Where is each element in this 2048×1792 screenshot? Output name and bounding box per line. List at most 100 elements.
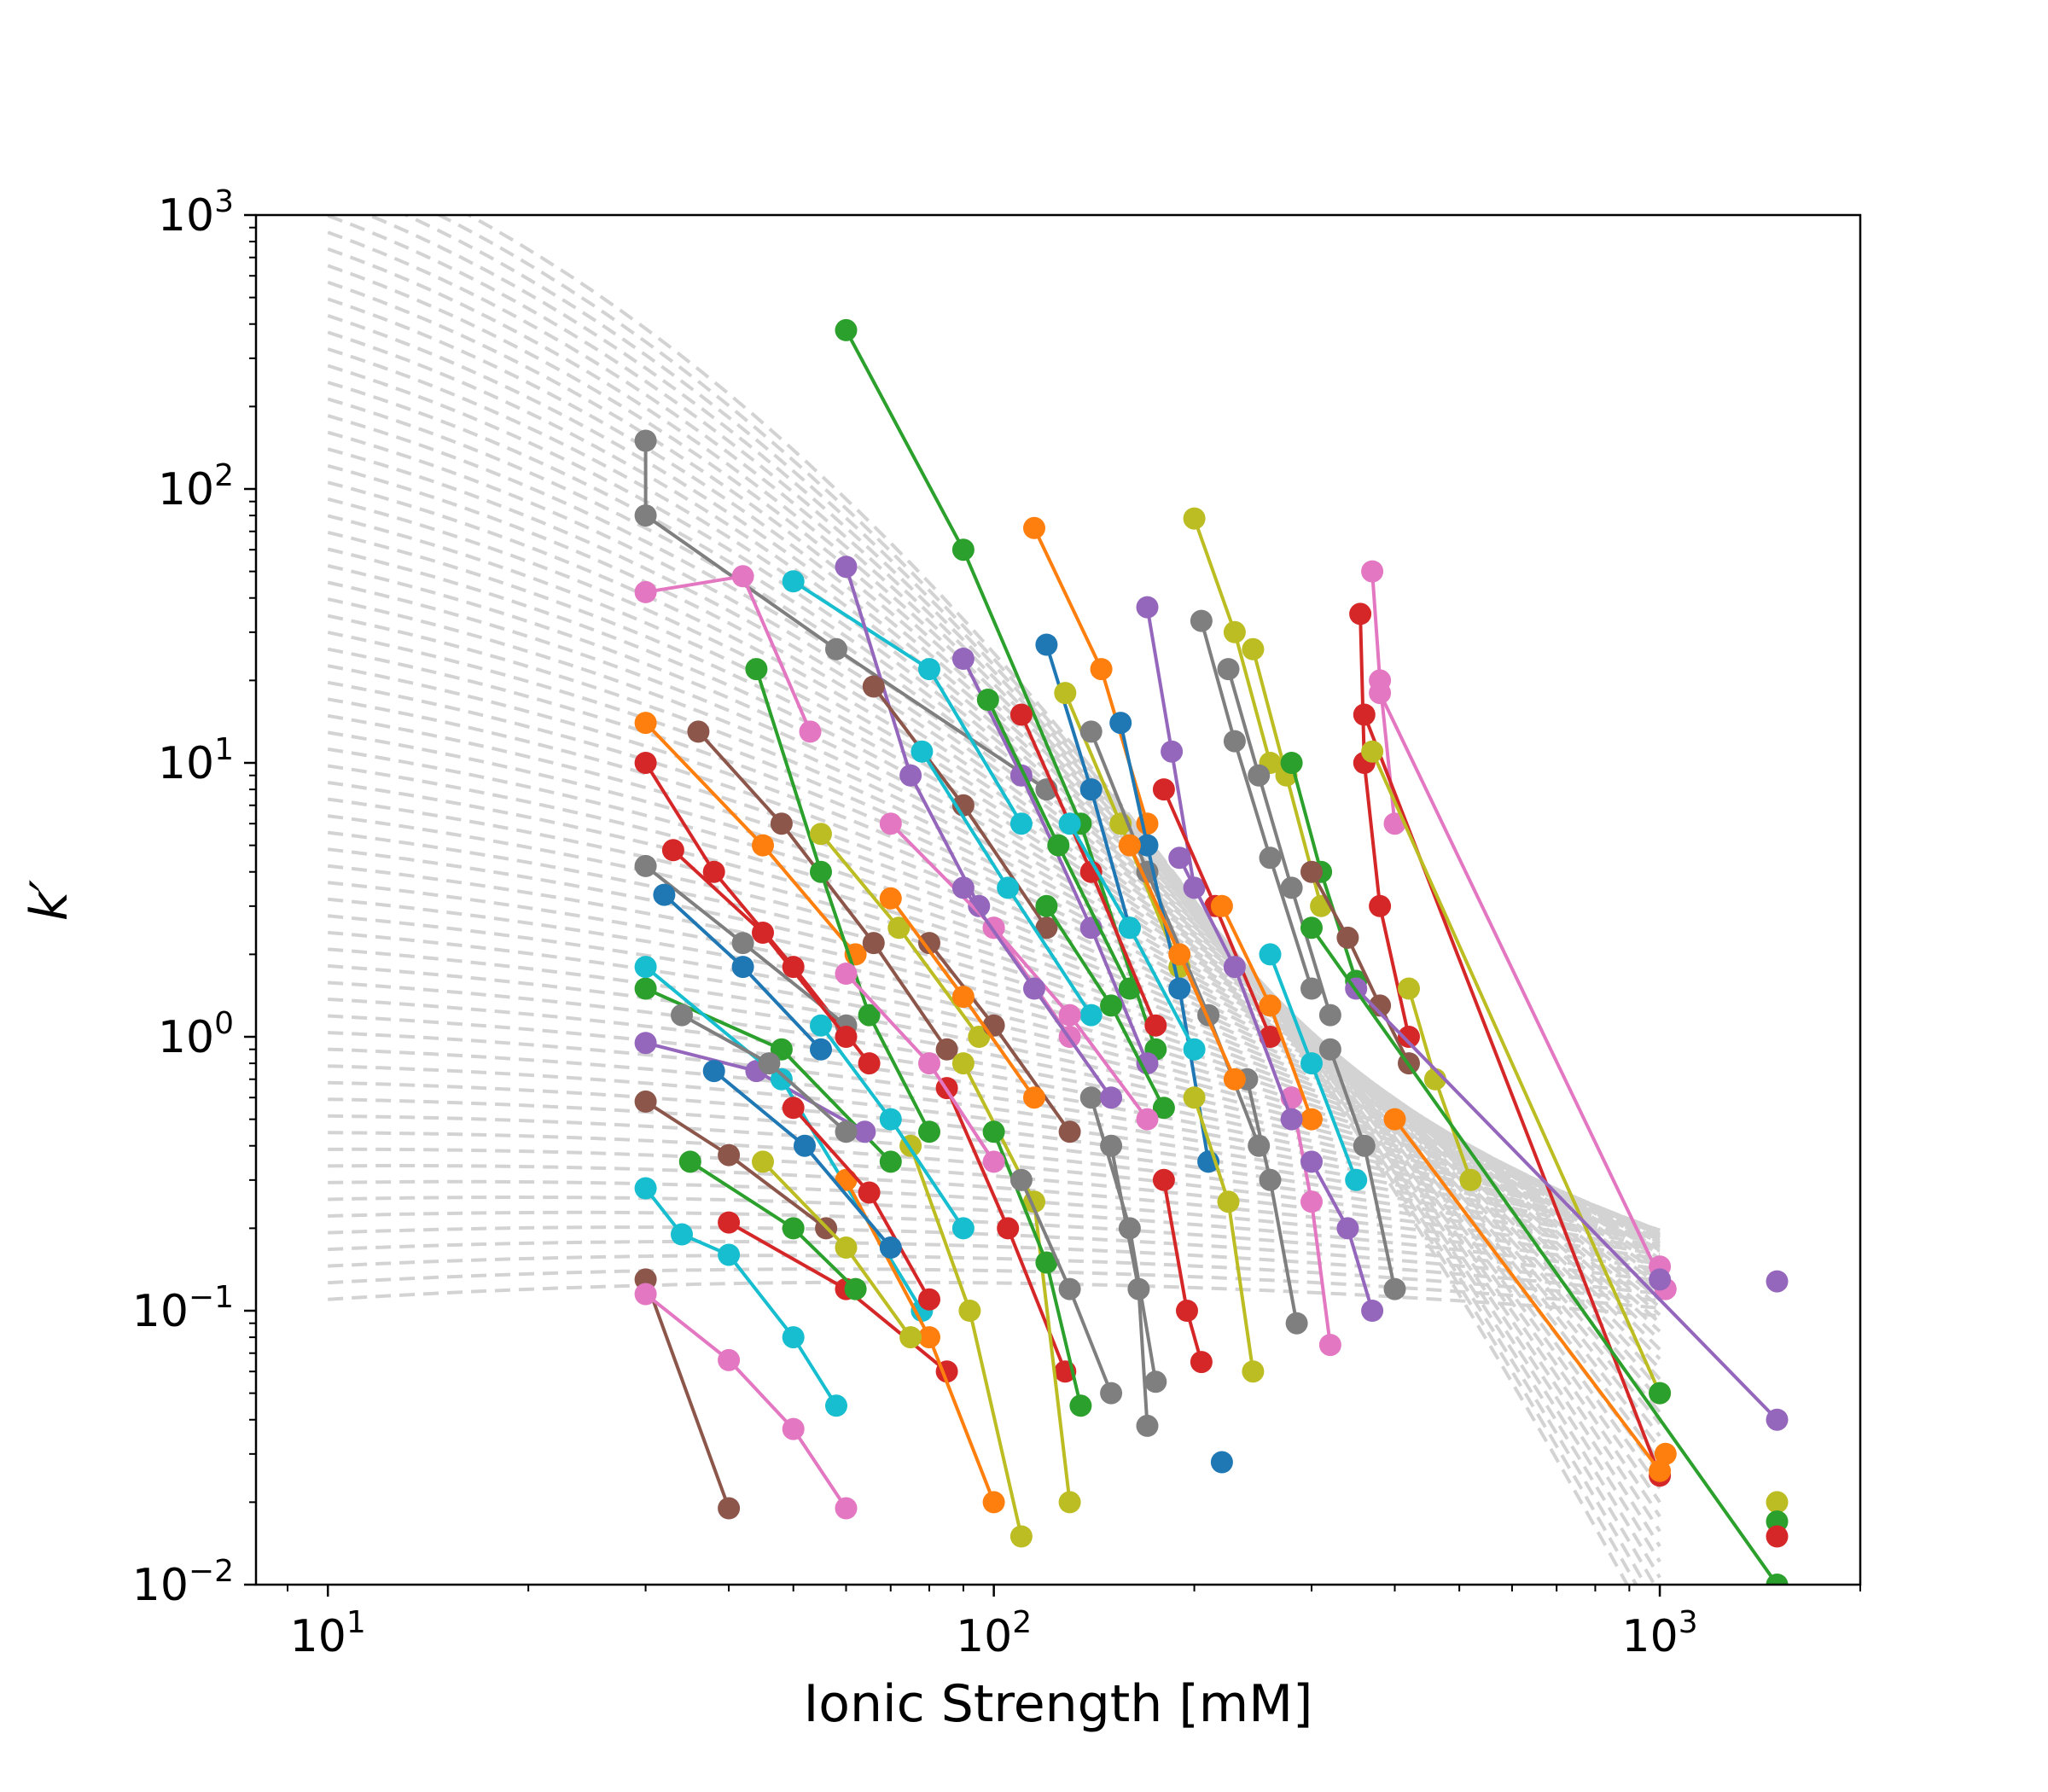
series (1210, 1451, 1233, 1474)
data-point (1023, 1086, 1045, 1109)
data-point (862, 675, 885, 698)
data-point (1459, 1168, 1482, 1191)
data-point (1118, 977, 1141, 1000)
reference-curve (435, 215, 1638, 1585)
series (1210, 894, 1323, 1131)
series-line (1161, 1179, 1203, 1363)
reference-curve (328, 1195, 1661, 1277)
series (634, 565, 822, 743)
data-point (899, 764, 922, 787)
data-point (1300, 860, 1323, 883)
reference-curve (328, 1267, 1661, 1310)
data-point (918, 1120, 940, 1143)
series-line (1393, 1118, 1661, 1473)
series (1058, 812, 1206, 1061)
data-point (1144, 1370, 1167, 1393)
data-point (1136, 1052, 1159, 1075)
data-point (1369, 682, 1392, 705)
data-point (835, 1120, 858, 1143)
reference-curve (328, 1031, 1661, 1238)
data-point (752, 834, 774, 857)
series (1649, 1382, 1672, 1405)
series (671, 1004, 858, 1143)
data-point (1353, 1134, 1376, 1157)
data-point (1210, 894, 1233, 917)
data-point (1398, 1026, 1420, 1048)
reference-curve (327, 564, 1661, 1324)
data-point (1035, 633, 1058, 656)
data-point (982, 1120, 1005, 1143)
data-point (1766, 1270, 1789, 1293)
data-point (731, 565, 754, 588)
data-point (1223, 1068, 1246, 1091)
data-point (1766, 1491, 1789, 1514)
data-point (951, 648, 975, 670)
data-point (879, 1236, 902, 1259)
reference-curve (328, 1225, 1661, 1289)
series-line (1226, 668, 1332, 1016)
data-point (935, 1038, 958, 1061)
series (634, 1268, 741, 1520)
data-point (1079, 1004, 1103, 1027)
data-point (671, 1223, 693, 1246)
data-point (752, 922, 774, 944)
y-tick-label: 100 (158, 1006, 234, 1063)
series (1079, 1086, 1167, 1393)
data-point (1118, 834, 1141, 857)
data-point (702, 860, 725, 883)
reference-curve (328, 1131, 1661, 1257)
series (687, 720, 958, 1061)
data-point (634, 752, 657, 774)
series (1118, 834, 1246, 1091)
reference-curve (327, 247, 1661, 1548)
data-point (951, 1217, 975, 1240)
series (1300, 1150, 1384, 1322)
reference-curve (327, 330, 1661, 1476)
data-point (1168, 943, 1191, 966)
data-point (1300, 1108, 1323, 1131)
data-point (918, 932, 940, 955)
data-point (858, 1181, 881, 1204)
reference-curve (364, 215, 1657, 1585)
data-point (1766, 1525, 1789, 1548)
y-tick-label: 103 (158, 184, 234, 241)
data-point (899, 1326, 922, 1349)
reference-curve (328, 1280, 1661, 1318)
data-point (918, 1326, 940, 1349)
data-point (1223, 620, 1246, 643)
reference-curve (465, 215, 1630, 1585)
data-point (687, 720, 710, 743)
data-point (634, 1177, 657, 1200)
series (634, 1177, 847, 1417)
data-point (951, 876, 975, 899)
series (899, 1134, 1033, 1548)
data-point (634, 712, 657, 735)
data-point (1217, 658, 1240, 681)
series (976, 689, 1141, 1000)
data-point (1035, 1251, 1058, 1274)
series (634, 712, 867, 966)
data-point (634, 854, 657, 877)
data-point (718, 1143, 741, 1167)
series (835, 1168, 1005, 1514)
data-point (782, 570, 805, 593)
data-point (1058, 812, 1081, 835)
reference-curve (327, 781, 1661, 1248)
data-point (1152, 1168, 1175, 1191)
series (1190, 609, 1323, 1000)
data-point (825, 1394, 847, 1417)
data-point (1361, 1300, 1384, 1322)
series (678, 1150, 867, 1300)
reference-curve (327, 397, 1661, 1425)
data-point (918, 658, 940, 681)
data-point (770, 812, 793, 835)
data-point (1345, 1168, 1368, 1191)
reference-curve (328, 897, 1661, 1233)
data-point (1383, 1277, 1406, 1300)
data-point (1259, 1168, 1282, 1191)
series (1766, 1270, 1789, 1293)
data-point (653, 883, 676, 906)
x-tick-label: 102 (956, 1605, 1032, 1662)
data-point (1766, 1408, 1789, 1431)
